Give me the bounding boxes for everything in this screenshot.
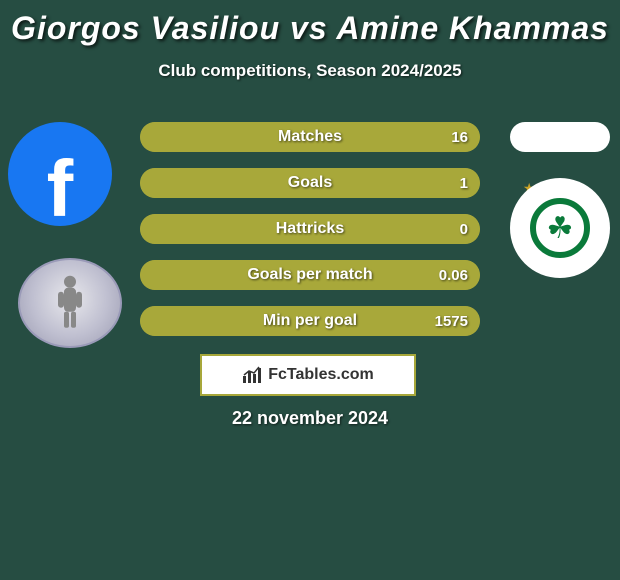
omonia-nicosia-crest: ☘ <box>510 178 610 278</box>
page-title: Giorgos Vasiliou vs Amine Khammas <box>0 0 620 47</box>
stat-bar-label: Matches <box>140 122 480 152</box>
stat-bar: Hattricks0 <box>140 214 480 244</box>
stat-bar: Goals1 <box>140 168 480 198</box>
stat-bar: Min per goal1575 <box>140 306 480 336</box>
stat-bar-value: 0 <box>460 214 468 244</box>
stat-bar-label: Hattricks <box>140 214 480 244</box>
fctables-label: FcTables.com <box>268 366 374 384</box>
player-left-avatar: f <box>8 122 112 226</box>
apollon-figure-icon <box>50 272 90 332</box>
fctables-badge[interactable]: FcTables.com <box>200 354 416 396</box>
stat-bar-label: Min per goal <box>140 306 480 336</box>
omonia-inner-ring: ☘ <box>530 198 590 258</box>
apollon-limassol-crest <box>18 258 122 348</box>
stat-bar-value: 1 <box>460 168 468 198</box>
stat-bar-label: Goals <box>140 168 480 198</box>
stat-bar-value: 16 <box>451 122 468 152</box>
subtitle: Club competitions, Season 2024/2025 <box>0 61 620 81</box>
stat-bar: Goals per match0.06 <box>140 260 480 290</box>
bar-chart-icon <box>242 366 262 384</box>
stat-bars: Matches16 Goals1 Hattricks0 Goals per match… <box>140 122 480 352</box>
stat-bar: Matches16 <box>140 122 480 152</box>
stat-bar-value: 1575 <box>435 306 468 336</box>
stat-bar-value: 0.06 <box>439 260 468 290</box>
facebook-f-icon: f <box>47 143 74 226</box>
shamrock-icon: ☘ <box>547 211 574 246</box>
player-right-avatar <box>510 122 610 152</box>
stat-bar-label: Goals per match <box>140 260 480 290</box>
image-date: 22 november 2024 <box>0 408 620 429</box>
